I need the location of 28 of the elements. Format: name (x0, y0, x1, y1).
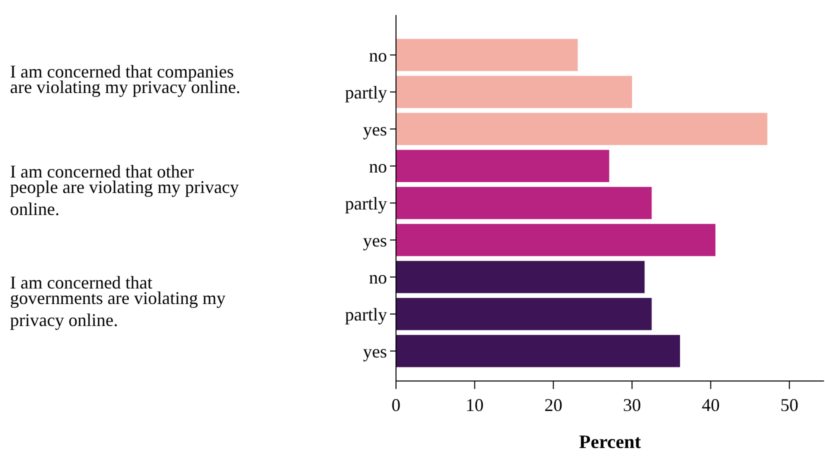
bar (396, 334, 680, 368)
x-tick-label: 10 (466, 395, 484, 415)
x-tick-label: 30 (623, 395, 642, 415)
y-tick-label: yes (363, 119, 387, 140)
bar (396, 38, 578, 72)
y-tick-label: no (369, 156, 387, 176)
bar (396, 260, 645, 294)
y-tick-label: partly (345, 82, 387, 102)
x-tick-label: 50 (780, 395, 798, 415)
x-axis-title: Percent (579, 432, 642, 453)
x-tick-label: 20 (544, 395, 562, 415)
y-tick-label: no (369, 45, 387, 66)
y-tick-label: partly (345, 304, 387, 324)
text: I am concerned that companies are violating my privacy online. (10, 61, 240, 97)
y-tick-label: partly (345, 193, 387, 214)
text: I am concerned that other people are violating my privacy online. (10, 161, 239, 219)
x-tick-label: 0 (392, 395, 400, 415)
bar (396, 186, 652, 220)
x-tick-label: 40 (702, 395, 720, 415)
bar (396, 298, 652, 330)
y-tick-label: yes (363, 341, 387, 362)
y-tick-label: no (369, 267, 387, 288)
y-tick-label: yes (363, 230, 387, 250)
bar (396, 224, 716, 256)
bar (396, 112, 768, 146)
text: I am concerned that governments are violating my privacy online. (10, 272, 226, 330)
bar (396, 76, 632, 108)
bar (396, 150, 610, 182)
